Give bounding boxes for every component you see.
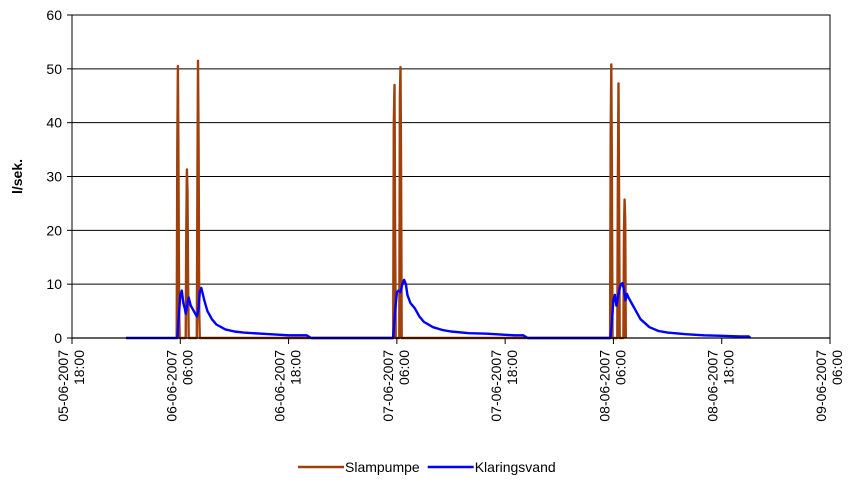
x-tick-date: 07-06-2007 [488, 350, 504, 422]
x-tick-label: 06-06-2007 06:00 [163, 350, 195, 422]
y-tick-label: 20 [46, 222, 62, 238]
x-tick-time: 18:00 [504, 350, 520, 385]
x-tick-label: 07-06-2007 06:00 [380, 350, 412, 422]
x-tick-label: 07-06-2007 18:00 [488, 350, 520, 422]
x-tick-time: 06:00 [396, 350, 412, 385]
y-tick-label: 30 [46, 169, 62, 185]
y-tick-label: 40 [46, 115, 62, 131]
legend: Slampumpe Klaringsvand [298, 459, 556, 475]
x-tick-date: 08-06-2007 [705, 350, 721, 422]
x-tick-label: 06-06-2007 18:00 [272, 350, 304, 422]
x-tick-date: 07-06-2007 [380, 350, 396, 422]
x-tick-time: 18:00 [721, 350, 737, 385]
y-tick-label: 10 [46, 276, 62, 292]
y-axis-label: l/sek. [9, 159, 25, 194]
x-tick-time: 06:00 [179, 350, 195, 385]
x-tick-date: 06-06-2007 [272, 350, 288, 422]
x-tick-label: 05-06-2007 18:00 [55, 350, 87, 422]
y-tick-labels: 0 10 20 30 40 50 60 [46, 7, 62, 346]
x-tick-label: 09-06-2007 06:00 [813, 350, 845, 422]
x-tick-label: 08-06-2007 18:00 [705, 350, 737, 422]
series-lines [126, 59, 752, 340]
x-tick-date: 09-06-2007 [813, 350, 829, 422]
x-tick-time: 06:00 [829, 350, 845, 385]
x-tick-date: 05-06-2007 [55, 350, 71, 422]
y-tick-label: 60 [46, 7, 62, 23]
x-tick-date: 06-06-2007 [163, 350, 179, 422]
x-tick-date: 08-06-2007 [596, 350, 612, 422]
legend-label-klaringsvand: Klaringsvand [475, 459, 556, 475]
axes [71, 337, 831, 344]
y-tick-label: 50 [46, 61, 62, 77]
x-tick-time: 18:00 [71, 350, 87, 385]
series-line-klaringsvand [126, 278, 752, 340]
legend-label-slampumpe: Slampumpe [345, 459, 420, 475]
y-tick-label: 0 [54, 330, 62, 346]
series-line-slampumpe [175, 59, 627, 340]
x-tick-time: 06:00 [612, 350, 628, 385]
x-tick-time: 18:00 [288, 350, 304, 385]
x-tick-label: 08-06-2007 06:00 [596, 350, 628, 422]
x-tick-labels: 05-06-2007 18:00 06-06-2007 06:00 06-06-2007… [55, 350, 845, 422]
